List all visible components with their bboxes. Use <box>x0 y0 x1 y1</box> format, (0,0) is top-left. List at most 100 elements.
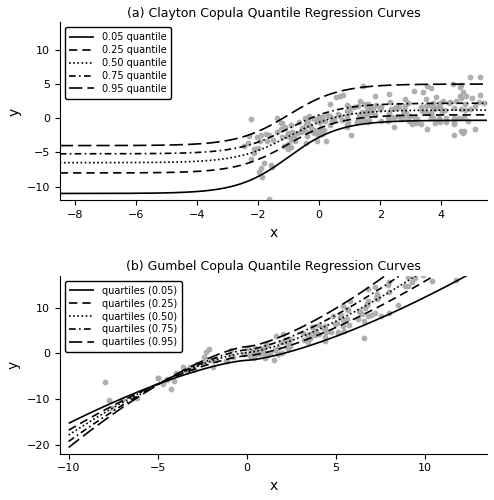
Point <box>372 290 380 298</box>
Point <box>299 328 307 336</box>
Point <box>303 120 311 128</box>
Point <box>255 168 263 176</box>
Point <box>342 316 350 324</box>
Point <box>343 107 351 115</box>
Point <box>394 102 402 110</box>
Point <box>385 278 393 286</box>
Point <box>364 312 372 320</box>
Point <box>343 124 351 132</box>
Point <box>129 394 137 402</box>
Point <box>338 116 346 124</box>
Point <box>303 331 311 339</box>
Point <box>317 124 325 132</box>
Point <box>283 336 290 344</box>
Point <box>321 337 329 345</box>
Point <box>461 100 469 108</box>
Point <box>334 110 342 118</box>
Point <box>202 348 210 356</box>
Point <box>313 137 321 145</box>
Point <box>133 394 141 402</box>
Point <box>354 102 362 110</box>
Point <box>280 338 288 346</box>
Point <box>446 98 453 106</box>
Point <box>373 295 381 303</box>
Point <box>317 118 325 126</box>
Point <box>334 328 342 336</box>
Point <box>330 116 338 124</box>
Point <box>251 344 259 352</box>
Point <box>429 114 437 122</box>
Point <box>391 104 399 112</box>
Point <box>272 332 280 340</box>
Point <box>367 311 375 319</box>
Point <box>409 278 416 286</box>
Point <box>401 102 409 110</box>
Point <box>283 344 290 351</box>
Point <box>392 264 400 272</box>
Point <box>250 150 258 158</box>
Point <box>315 116 323 124</box>
Point <box>321 325 329 333</box>
Point <box>251 346 259 354</box>
Point <box>427 108 435 116</box>
Point <box>269 136 277 143</box>
Point <box>256 350 264 358</box>
Point <box>322 138 330 145</box>
Point <box>327 122 334 130</box>
Point <box>321 116 329 124</box>
Point <box>315 321 323 329</box>
Point <box>311 332 319 340</box>
Point <box>457 106 465 114</box>
Point <box>227 346 235 354</box>
Point <box>405 99 412 107</box>
Point <box>284 140 291 148</box>
Point <box>440 250 448 258</box>
Point <box>412 264 420 272</box>
Point <box>339 322 347 330</box>
Point <box>406 112 414 120</box>
Point <box>295 118 303 126</box>
Point <box>261 354 269 362</box>
Point <box>248 348 256 356</box>
Point <box>343 305 351 313</box>
Point <box>318 130 326 138</box>
Point <box>428 277 436 285</box>
Point <box>431 120 439 128</box>
Point <box>395 103 403 111</box>
Point <box>464 116 472 124</box>
Point <box>267 349 275 357</box>
Point <box>471 126 479 134</box>
Point <box>343 306 351 314</box>
Point <box>410 88 418 96</box>
Point <box>346 298 354 306</box>
Point <box>405 267 412 275</box>
Point <box>358 108 366 116</box>
Point <box>422 95 430 103</box>
Point <box>430 104 438 112</box>
Point <box>257 130 265 138</box>
Point <box>336 92 344 100</box>
Point <box>427 84 435 92</box>
Point <box>441 268 449 276</box>
Point <box>320 126 328 134</box>
Point <box>361 100 369 108</box>
Point <box>459 88 467 96</box>
Point <box>212 356 220 364</box>
Point <box>410 270 417 278</box>
Point <box>366 104 374 112</box>
Point <box>309 323 317 331</box>
Point <box>365 285 372 293</box>
Point <box>312 328 320 336</box>
Point <box>429 100 437 108</box>
Point <box>471 102 479 110</box>
Point <box>322 328 330 336</box>
Point <box>422 108 430 116</box>
Point <box>419 270 427 278</box>
Point <box>347 130 355 138</box>
Point <box>460 112 468 120</box>
Point <box>406 116 413 124</box>
Point <box>253 350 261 358</box>
Point <box>403 109 411 117</box>
Point <box>318 114 326 122</box>
Point <box>303 132 311 140</box>
